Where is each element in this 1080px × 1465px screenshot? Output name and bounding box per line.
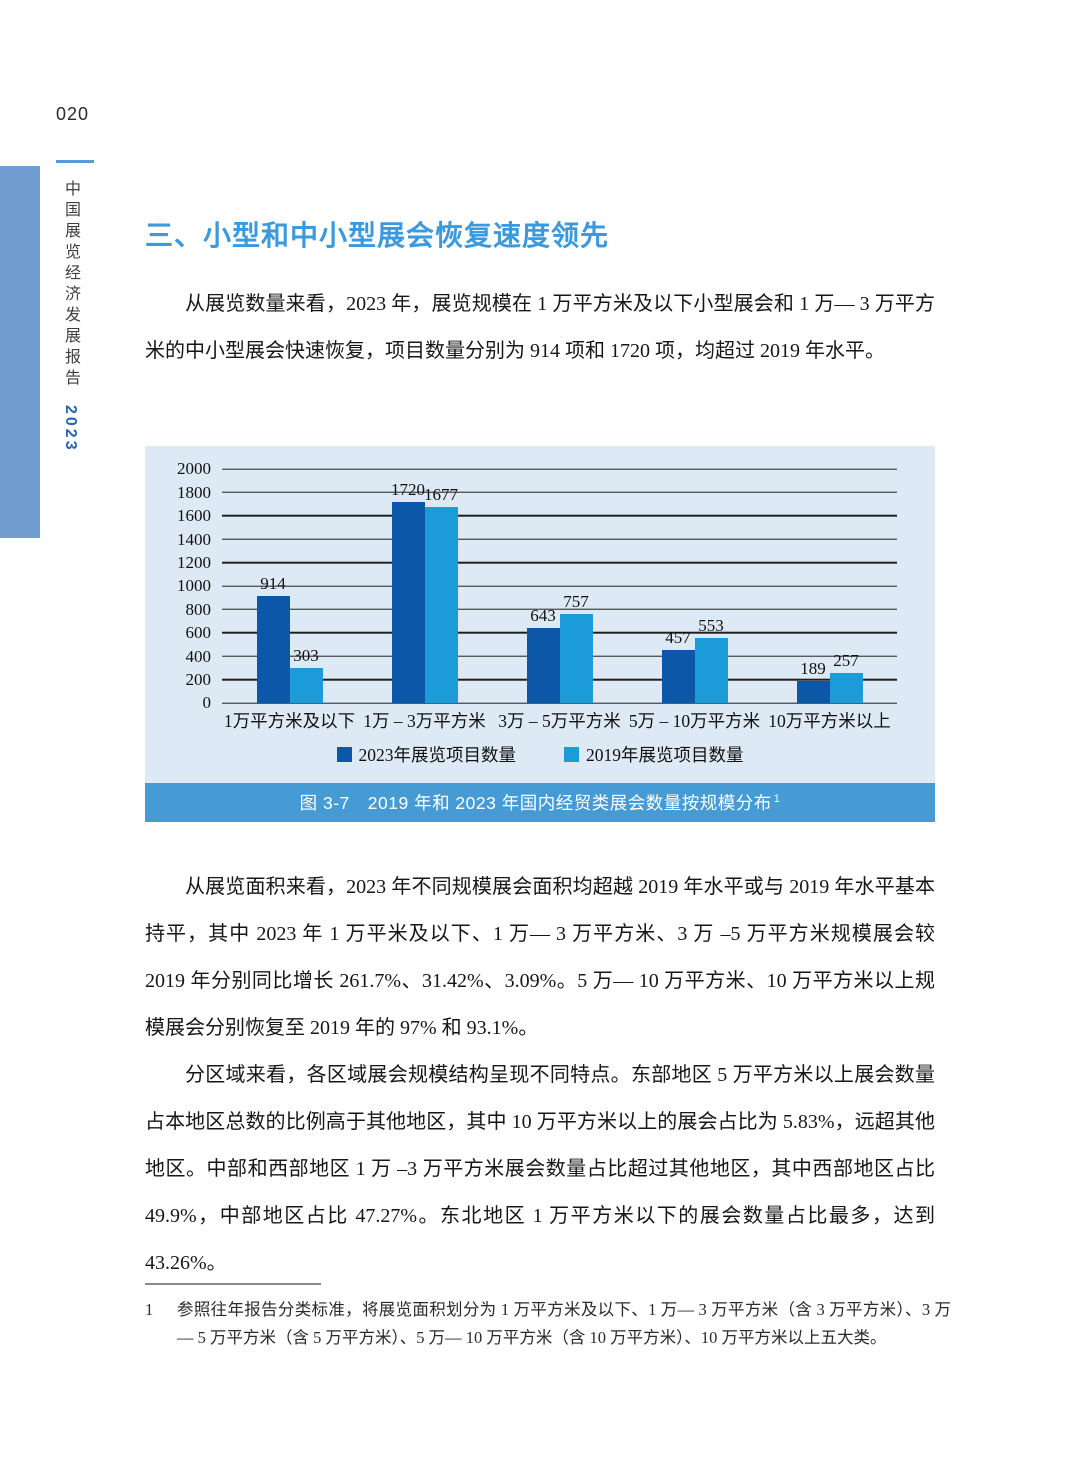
bar-group-3: 643 757	[526, 469, 593, 703]
footnote-marker: 1	[145, 1300, 154, 1319]
bar-value-label: 189	[800, 658, 826, 678]
x-axis-label: 5万 – 10万平方米	[628, 711, 761, 731]
bar-value-label: 643	[530, 605, 556, 625]
x-axis-label: 3万 – 5万平方米	[498, 711, 621, 731]
bar-group-2: 1720 1677	[391, 469, 458, 703]
figure-caption: 图 3-7 2019 年和 2023 年国内经贸类展会数量按规模分布 1	[145, 783, 935, 822]
bar-2023年展览项目数量-1万平方米及以下: 914	[256, 575, 290, 703]
legend-label: 2023年展览项目数量	[358, 745, 517, 765]
bar-2019年展览项目数量-1万 – 3万平方米: 1677	[424, 486, 458, 703]
x-axis-label: 1万 – 3万平方米	[363, 711, 486, 731]
legend-item: 2019年展览项目数量	[564, 742, 744, 767]
bar-2023年展览项目数量-1万 – 3万平方米: 1720	[391, 481, 425, 703]
footnote: 1 参照往年报告分类标准，将展览面积划分为 1 万平方米及以下、1 万— 3 万…	[145, 1296, 951, 1352]
y-tick-label: 1800	[177, 482, 211, 502]
bar-value-label: 257	[833, 650, 859, 670]
legend-swatch-icon	[336, 747, 352, 762]
body-text: 从展览面积来看，2023 年不同规模展会面积均超越 2019 年水平或与 201…	[145, 864, 935, 1287]
y-tick-label: 800	[185, 599, 212, 619]
figure-caption-text: 图 3-7 2019 年和 2023 年国内经贸类展会数量按规模分布	[299, 793, 772, 813]
section-heading: 三、小型和中小型展会恢复速度领先	[145, 220, 610, 251]
y-tick-label: 600	[185, 623, 212, 643]
paragraph-exhibition-count: 从展览数量来看，2023 年，展览规模在 1 万平方米及以下小型展会和 1 万—…	[145, 293, 935, 362]
y-tick-label: 1200	[177, 553, 211, 573]
sidebar-accent-bar	[0, 166, 40, 538]
bar-2023年展览项目数量-3万 – 5万平方米: 643	[526, 607, 560, 703]
y-tick-label: 1400	[177, 529, 211, 549]
paragraph-exhibition-area: 从展览面积来看，2023 年不同规模展会面积均超越 2019 年水平或与 201…	[145, 876, 935, 1039]
header-rule	[56, 160, 94, 163]
gridline-1600: 1600	[177, 507, 897, 524]
y-tick-label: 400	[185, 646, 212, 666]
figure-3-7: 0 200 400 600 800 1000 1200 1400 1600 1800 2000 914…	[145, 446, 935, 822]
bar-2019年展览项目数量-3万 – 5万平方米: 757	[559, 593, 593, 703]
legend-item: 2023年展览项目数量	[336, 742, 517, 767]
x-axis-labels: 1万平方米及以下 1万 – 3万平方米 3万 – 5万平方米 5万 – 10万平方米 1…	[222, 708, 897, 733]
paragraph-regional: 分区域来看，各区域展会规模结构呈现不同特点。东部地区 5 万平方米以上展会数量占…	[145, 1064, 935, 1274]
bar-value-label: 757	[563, 592, 589, 612]
gridline-1000: 1000	[177, 577, 897, 594]
x-axis-label: 1万平方米及以下	[223, 711, 356, 731]
y-tick-label: 200	[185, 670, 212, 690]
bar-group-1: 914 303	[256, 469, 323, 703]
legend-label: 2019年展览项目数量	[586, 745, 744, 765]
footnote-text: 参照往年报告分类标准，将展览面积划分为 1 万平方米及以下、1 万— 3 万平方…	[177, 1300, 951, 1347]
figure-caption-footnote-ref: 1	[773, 792, 781, 805]
gridline-0: 0	[203, 694, 897, 711]
bar-value-label: 553	[698, 616, 724, 636]
gridline-1800: 1800	[177, 484, 897, 501]
bar-2019年展览项目数量-1万平方米及以下: 303	[289, 647, 323, 703]
footnote-divider	[145, 1283, 321, 1285]
bar-2023年展览项目数量-10万平方米以上: 189	[796, 660, 830, 703]
y-tick-label: 1600	[177, 506, 211, 526]
gridline-1400: 1400	[177, 531, 897, 548]
x-axis-label: 10万平方米以上	[768, 711, 891, 731]
y-tick-label: 2000	[177, 459, 211, 479]
gridline-800: 800	[186, 601, 897, 618]
bar-group-5: 189 257	[796, 469, 863, 703]
sidebar-title: 中国展览经济发展报告 2023	[58, 180, 82, 453]
gridline-2000: 2000	[177, 460, 897, 477]
page-number: 020	[56, 104, 90, 124]
sidebar-year: 2023	[62, 405, 79, 454]
bar-value-label: 1720	[391, 479, 425, 499]
bar-chart-panel: 0 200 400 600 800 1000 1200 1400 1600 1800 2000 914…	[145, 446, 935, 783]
legend-swatch-icon	[564, 747, 579, 762]
sidebar-title-text: 中国展览经济发展报告	[62, 180, 79, 390]
bar-2019年展览项目数量-5万 – 10万平方米: 553	[694, 617, 728, 703]
bar-value-label: 914	[260, 574, 286, 594]
y-tick-label: 1000	[177, 576, 211, 596]
y-tick-label: 0	[202, 693, 212, 713]
bar-2023年展览项目数量-5万 – 10万平方米: 457	[661, 629, 695, 703]
gridline-1200: 1200	[177, 554, 897, 571]
chart-legend: 2023年展览项目数量 2019年展览项目数量	[145, 742, 935, 767]
bar-value-label: 1677	[424, 484, 458, 504]
bars-row: 914 303 1720 1677 643 757 457 553 189 257	[222, 469, 897, 703]
bar-2019年展览项目数量-10万平方米以上: 257	[829, 652, 863, 703]
plot-area: 0 200 400 600 800 1000 1200 1400 1600 1800 2000 914…	[177, 460, 897, 711]
bar-value-label: 457	[665, 627, 691, 647]
bar-group-4: 457 553	[661, 469, 728, 703]
bar-value-label: 303	[293, 645, 319, 665]
